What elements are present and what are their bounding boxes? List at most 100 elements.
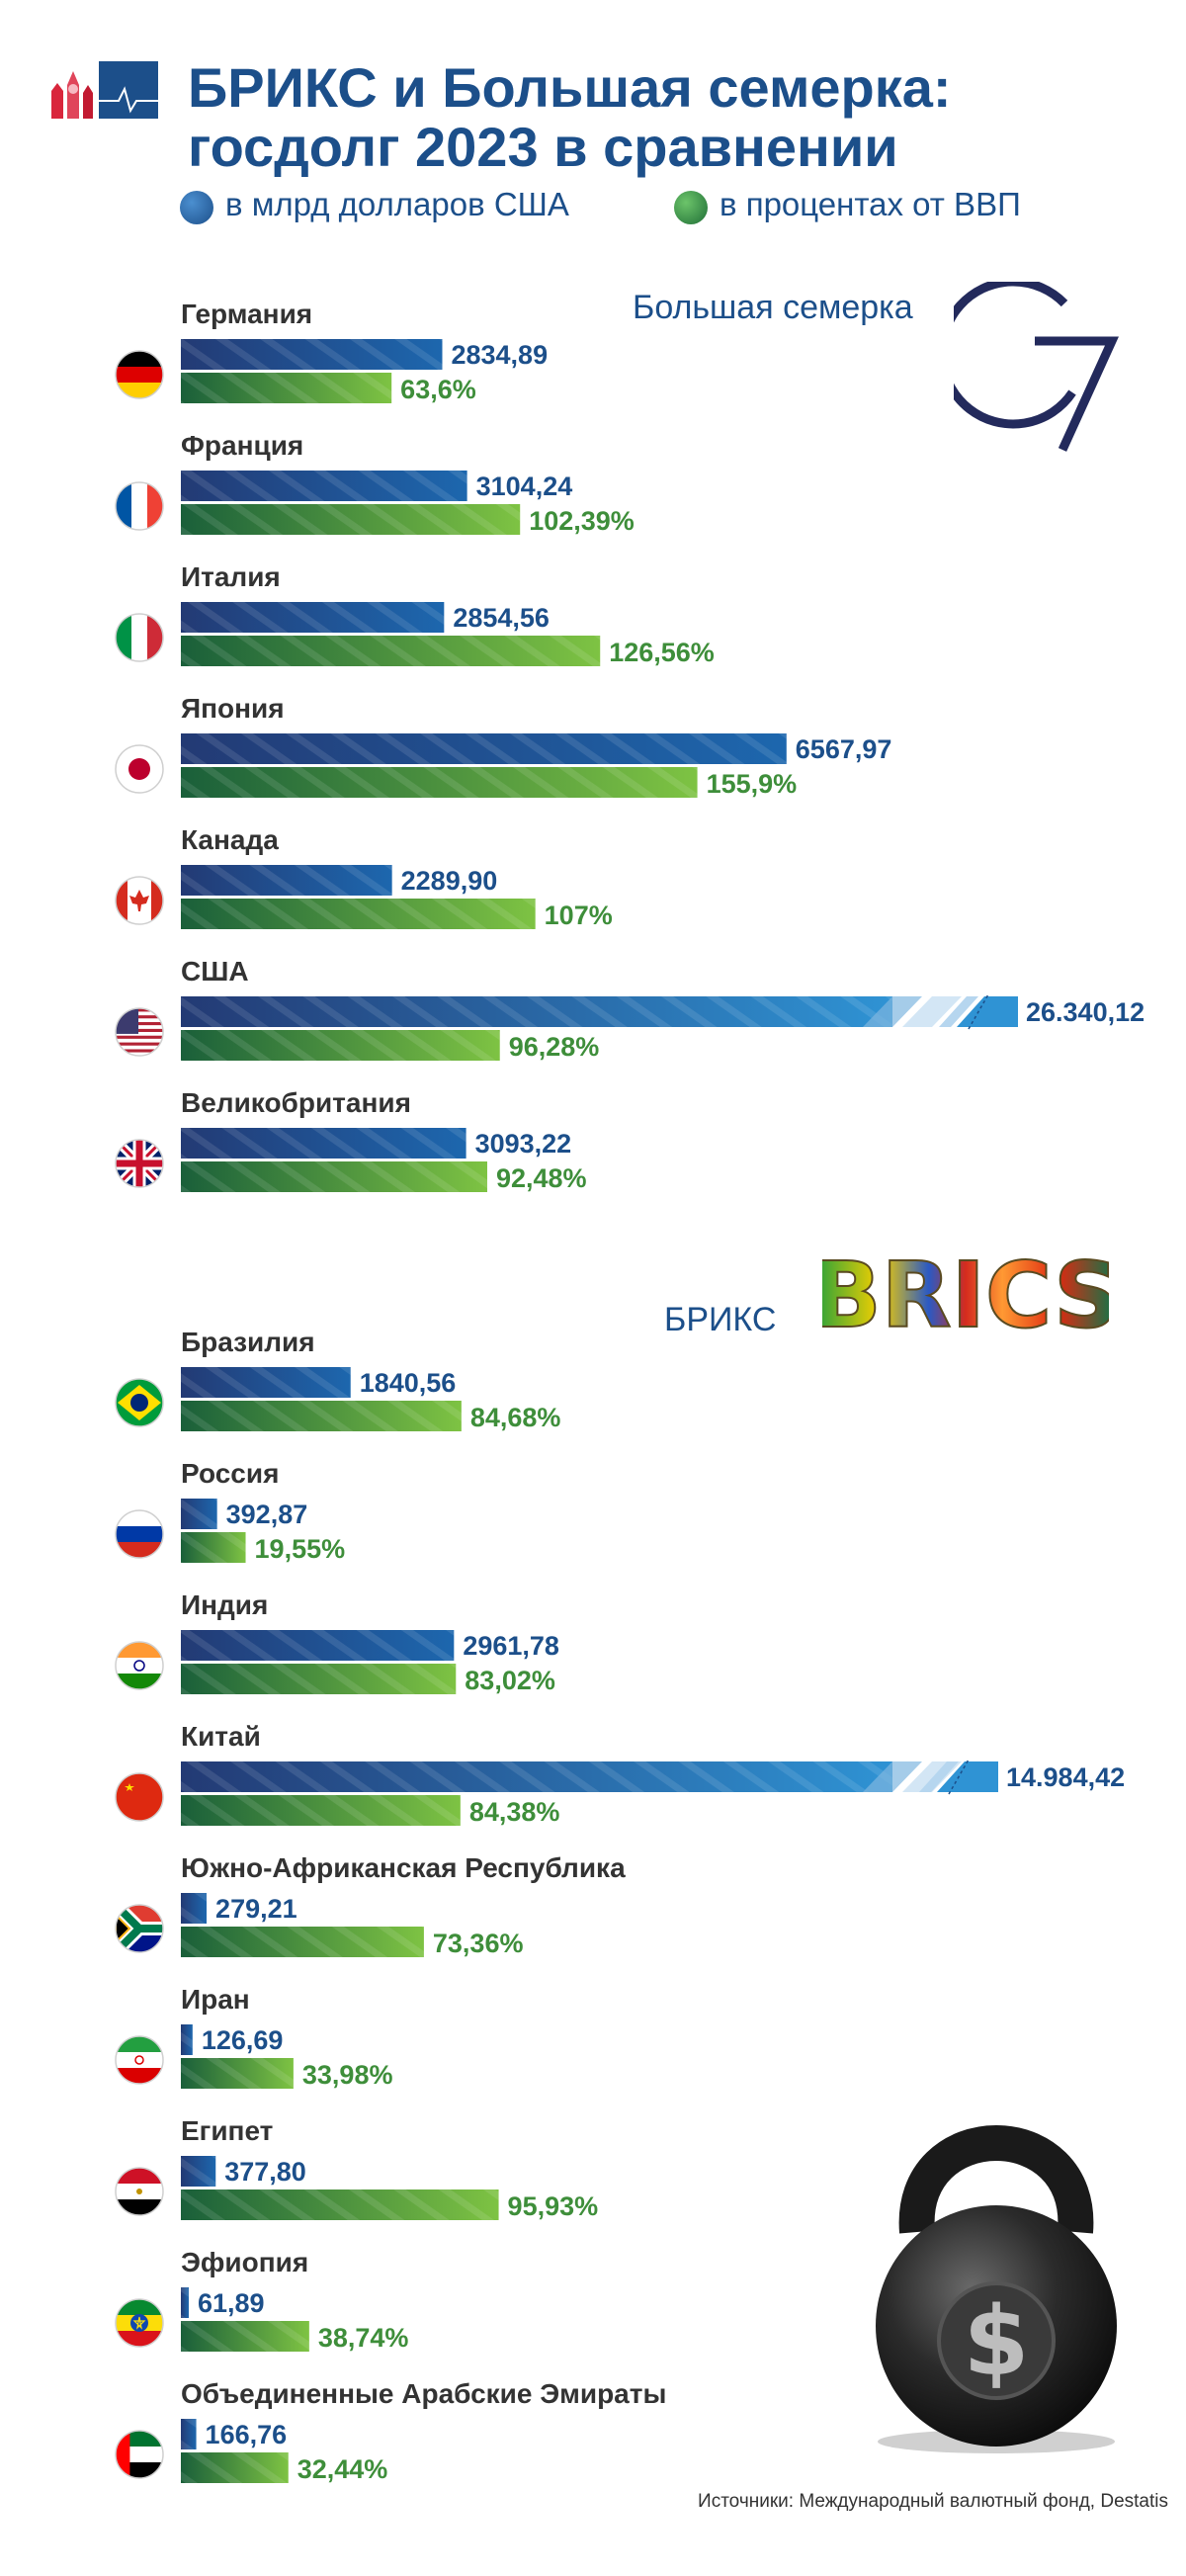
country-row: Китай 14.984,42 84,38% bbox=[115, 1721, 1125, 1827]
gdp-value-label: 73,36% bbox=[433, 1929, 524, 1958]
country-row: Франция 3104,24 102,39% bbox=[115, 430, 635, 536]
usd-value-label: 2961,78 bbox=[463, 1631, 559, 1661]
gdp-bar bbox=[181, 2058, 294, 2089]
gdp-bar bbox=[181, 2190, 499, 2220]
italy-flag bbox=[115, 613, 164, 662]
country-name: Германия bbox=[181, 299, 312, 329]
gdp-bar bbox=[181, 767, 698, 798]
usd-bar bbox=[181, 733, 787, 764]
usd-value-label: 166,76 bbox=[206, 2420, 288, 2449]
usd-bar bbox=[181, 2156, 216, 2187]
usd-value-label: 2854,56 bbox=[453, 603, 550, 633]
gdp-bar bbox=[181, 1664, 457, 1694]
legend-gdp-swatch bbox=[674, 191, 708, 224]
gdp-bar bbox=[181, 636, 601, 666]
gdp-bar bbox=[181, 1795, 461, 1826]
gdp-bar bbox=[181, 373, 392, 403]
gdp-value-label: 155,9% bbox=[707, 769, 798, 799]
gdp-bar bbox=[181, 504, 521, 535]
kremlin-logo-icon bbox=[40, 61, 158, 119]
india-flag bbox=[115, 1641, 164, 1690]
legend-gdp-label: в процентах от ВВП bbox=[720, 186, 1021, 222]
japan-flag bbox=[115, 744, 164, 794]
gdp-value-label: 95,93% bbox=[508, 2191, 599, 2221]
country-row: Иран 126,69 33,98% bbox=[115, 1984, 392, 2090]
legend-usd-label: в млрд долларов США bbox=[225, 186, 569, 222]
gdp-bar bbox=[181, 899, 536, 929]
source-note: Источники: Международный валютный фонд, … bbox=[698, 2491, 1168, 2512]
country-row: Египет 377,80 95,93% bbox=[115, 2115, 599, 2221]
gdp-value-label: 32,44% bbox=[297, 2454, 388, 2484]
country-row: Канада 2289,90 107% bbox=[115, 824, 613, 930]
usd-bar bbox=[181, 865, 392, 896]
usd-bar bbox=[181, 2024, 193, 2055]
dollar-sign: $ bbox=[964, 2286, 1030, 2397]
germany-flag bbox=[115, 350, 164, 399]
usd-bar bbox=[181, 2287, 189, 2318]
gdp-value-label: 107% bbox=[545, 901, 613, 930]
page-title-line1: БРИКС и Большая семерка: bbox=[188, 56, 952, 119]
gdp-value-label: 38,74% bbox=[318, 2323, 409, 2353]
country-name: Япония bbox=[181, 693, 285, 724]
usd-bar bbox=[181, 1630, 455, 1661]
country-row: Япония 6567,97 155,9% bbox=[115, 693, 892, 799]
page-title-line2: госдолг 2023 в сравнении bbox=[188, 116, 898, 178]
country-name: Китай bbox=[181, 1721, 261, 1752]
gdp-value-label: 92,48% bbox=[496, 1163, 587, 1193]
g7-logo-icon bbox=[954, 282, 1119, 452]
usd-bar bbox=[181, 1367, 351, 1398]
china-flag bbox=[115, 1772, 164, 1822]
gdp-value-label: 126,56% bbox=[609, 638, 715, 667]
usd-bar bbox=[181, 1761, 892, 1792]
usd-bar-break bbox=[863, 993, 1018, 1030]
country-row: США 26.340,12 96,28% bbox=[115, 956, 1144, 1062]
brics-section-label: БРИКС bbox=[664, 1301, 777, 1338]
gdp-bar bbox=[181, 1161, 487, 1192]
ethiopia-flag bbox=[115, 2298, 164, 2348]
gdp-value-label: 84,38% bbox=[469, 1797, 560, 1827]
gdp-value-label: 102,39% bbox=[529, 506, 635, 536]
usd-bar bbox=[181, 1128, 466, 1159]
country-row: Южно-Африканская Республика 279,21 73,36% bbox=[115, 1852, 626, 1958]
country-row: Италия 2854,56 126,56% bbox=[115, 561, 715, 667]
brics-logo-icon: BRICS bbox=[822, 1244, 1109, 1342]
usa-flag bbox=[115, 1007, 164, 1057]
usd-value-label: 6567,97 bbox=[796, 734, 892, 764]
usd-value-label: 1840,56 bbox=[360, 1368, 457, 1398]
usd-bar bbox=[181, 471, 467, 501]
country-name: Франция bbox=[181, 430, 303, 461]
uk-flag bbox=[115, 1139, 164, 1188]
legend-usd-swatch bbox=[180, 191, 213, 224]
country-row: Индия 2961,78 83,02% bbox=[115, 1589, 559, 1695]
brazil-flag bbox=[115, 1378, 164, 1427]
usd-bar bbox=[181, 1893, 208, 1924]
usd-value-label: 61,89 bbox=[198, 2288, 265, 2318]
country-name: Канада bbox=[181, 824, 279, 855]
south-africa-flag bbox=[115, 1904, 164, 1953]
country-row: Россия 392,87 19,55% bbox=[115, 1458, 346, 1564]
gdp-bar bbox=[181, 1401, 462, 1431]
usd-value-label: 126,69 bbox=[202, 2025, 284, 2055]
usd-bar bbox=[181, 602, 445, 633]
usd-bar bbox=[181, 2419, 197, 2449]
brics-logo-text: BRICS bbox=[822, 1244, 1109, 1342]
usd-value-label: 2834,89 bbox=[451, 340, 548, 370]
country-name: Южно-Африканская Республика bbox=[181, 1852, 626, 1883]
usd-value-label: 3104,24 bbox=[476, 472, 573, 501]
gdp-value-label: 84,68% bbox=[470, 1403, 561, 1432]
country-name: Иран bbox=[181, 1984, 250, 2015]
egypt-flag bbox=[115, 2167, 164, 2216]
usd-value-label: 392,87 bbox=[226, 1500, 308, 1529]
usd-value-label: 26.340,12 bbox=[1026, 997, 1144, 1027]
gdp-value-label: 96,28% bbox=[509, 1032, 600, 1062]
gdp-bar bbox=[181, 2321, 309, 2352]
country-row: Германия 2834,89 63,6% bbox=[115, 299, 548, 404]
country-name: Великобритания bbox=[181, 1087, 411, 1118]
canada-flag bbox=[115, 876, 164, 925]
russia-flag bbox=[115, 1509, 164, 1559]
usd-value-label: 377,80 bbox=[224, 2157, 306, 2187]
country-row: Великобритания 3093,22 92,48% bbox=[115, 1087, 587, 1193]
gdp-value-label: 19,55% bbox=[255, 1534, 346, 1564]
usd-value-label: 3093,22 bbox=[475, 1129, 572, 1159]
usd-bar bbox=[181, 339, 443, 370]
